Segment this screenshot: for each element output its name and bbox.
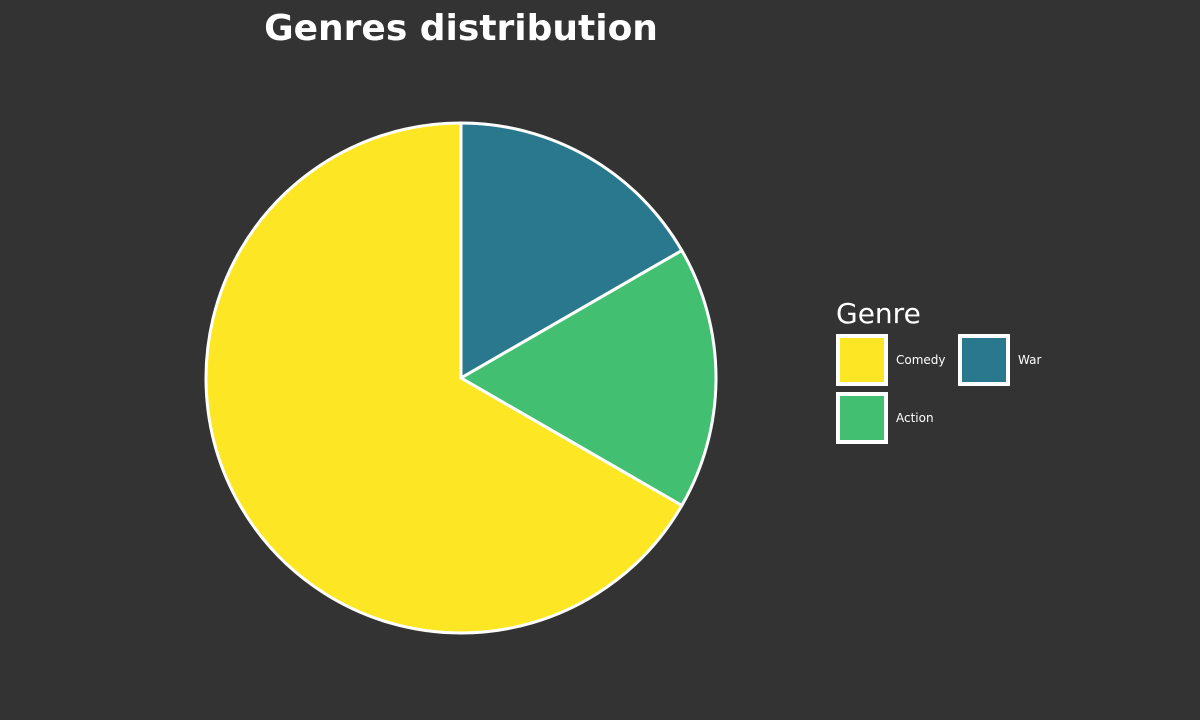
pie-slice-action [459,249,718,507]
pie-slice-war [459,121,684,380]
legend-item-comedy: Comedy [836,334,946,386]
legend-label-war: War [1018,353,1042,367]
legend-title: Genre [836,297,921,330]
legend-swatch-comedy [836,334,888,386]
pie-slice-comedy [204,121,684,635]
chart-title: Genres distribution [264,8,658,49]
legend-item-action: Action [836,392,934,444]
legend-label-action: Action [896,411,934,425]
legend-swatch-action [836,392,888,444]
legend-label-comedy: Comedy [896,353,946,367]
legend-swatch-war [958,334,1010,386]
legend: Genre Comedy War Action [836,296,1076,464]
legend-item-war: War [958,334,1041,386]
legend-grid: Comedy War Action [836,334,1076,464]
